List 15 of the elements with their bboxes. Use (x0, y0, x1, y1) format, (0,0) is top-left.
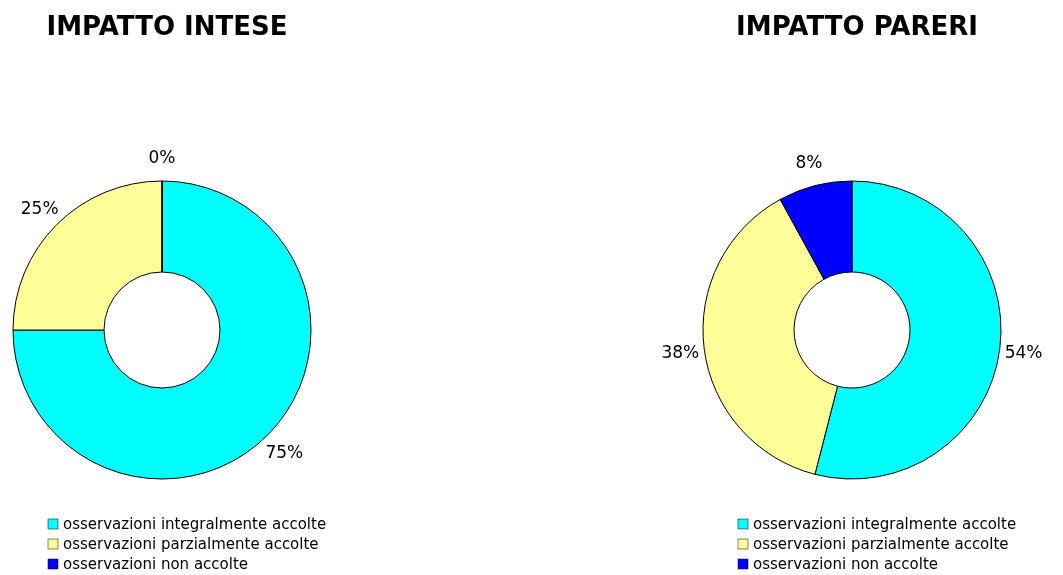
legend-label: osservazioni non accolte (63, 555, 249, 573)
legend-label: osservazioni parzialmente accolte (753, 535, 1009, 553)
legend-label: osservazioni integralmente accolte (753, 515, 1017, 533)
data-label: 38% (661, 341, 700, 362)
data-label: 8% (795, 152, 823, 173)
data-label: 54% (1004, 341, 1043, 362)
chart-title: IMPATTO PARERI (736, 11, 978, 41)
chart-title: IMPATTO INTESE (46, 11, 288, 41)
legend-label: osservazioni parzialmente accolte (63, 535, 319, 553)
legend-label: osservazioni integralmente accolte (63, 515, 327, 533)
legend-label: osservazioni non accolte (753, 555, 939, 573)
text: 0% (148, 147, 176, 167)
donut-slice (12, 180, 312, 480)
data-label: 75% (265, 442, 304, 463)
data-label: 25% (20, 197, 59, 218)
